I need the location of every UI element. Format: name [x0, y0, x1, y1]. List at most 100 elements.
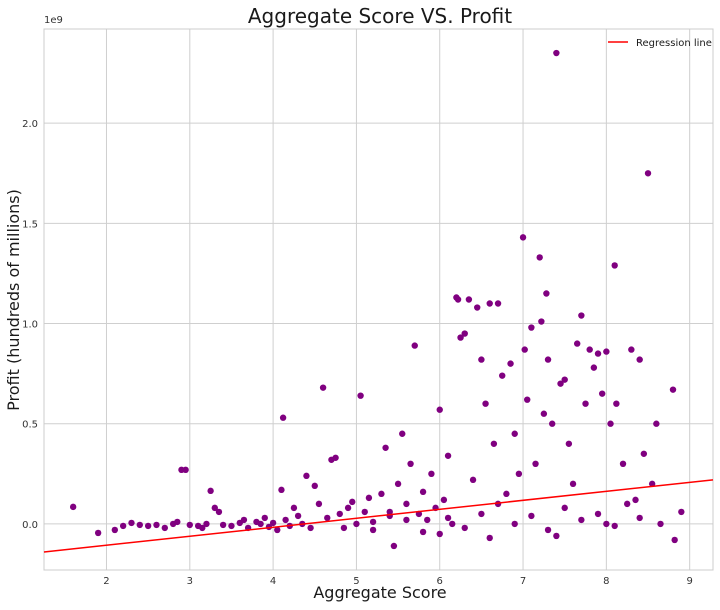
scatter-point: [623, 500, 631, 508]
scatter-point: [628, 346, 635, 353]
scatter-point: [494, 300, 502, 307]
scatter-point: [94, 529, 102, 537]
scatter-point: [182, 466, 189, 474]
scatter-point: [515, 470, 523, 478]
scatter-point: [565, 440, 573, 447]
scatter-point: [440, 496, 448, 504]
scatter-point: [361, 508, 368, 516]
scatter-point: [128, 519, 135, 527]
y-tick-label: 0.0: [22, 520, 38, 531]
scatter-point: [344, 504, 352, 512]
scatter-point: [369, 518, 377, 526]
x-tick-label: 2: [103, 576, 109, 587]
scatter-point: [419, 488, 427, 496]
scatter-point: [478, 356, 485, 363]
scatter-point: [521, 346, 528, 353]
y-tick-label: 2.0: [22, 119, 38, 130]
scatter-point: [586, 346, 593, 353]
scatter-point: [219, 521, 227, 529]
scatter-point: [428, 470, 435, 478]
scatter-point: [478, 510, 485, 518]
scatter-point: [211, 504, 218, 512]
x-tick-label: 9: [686, 576, 692, 587]
y-exponent-label: 1e9: [44, 15, 63, 26]
x-tick-label: 8: [603, 576, 609, 587]
y-tick-label: 1.0: [22, 320, 38, 331]
y-gridlines: [44, 122, 713, 525]
scatter-point: [424, 516, 431, 524]
scatter-point: [315, 500, 323, 508]
scatter-point: [294, 512, 302, 520]
scatter-point: [186, 521, 193, 529]
scatter-point: [611, 522, 618, 530]
scatter-point: [353, 520, 360, 528]
x-tick-label: 4: [270, 576, 276, 587]
scatter-point: [336, 510, 343, 518]
y-tick-label: 0.5: [22, 420, 38, 431]
scatter-point: [524, 396, 531, 403]
scatter-point: [419, 528, 427, 536]
scatter-point: [528, 512, 535, 520]
scatter-point: [279, 414, 287, 421]
scatter-point: [499, 372, 506, 379]
scatter-point: [290, 504, 298, 512]
scatter-point: [357, 392, 364, 399]
scatter-point: [619, 460, 627, 468]
scatter-point: [340, 524, 348, 532]
scatter-point: [511, 520, 518, 528]
scatter-point: [644, 170, 652, 177]
x-tick-label: 7: [520, 576, 526, 587]
scatter-point: [607, 420, 614, 427]
scatter-point: [111, 526, 119, 534]
scatter-point: [407, 460, 414, 468]
scatter-point: [69, 503, 77, 511]
scatter-point: [553, 532, 560, 540]
scatter-point: [332, 454, 339, 461]
scatter-point: [303, 472, 310, 480]
scatter-point: [671, 536, 678, 544]
scatter-point: [678, 508, 685, 516]
scatter-point: [594, 350, 602, 357]
scatter-point: [269, 519, 277, 527]
scatter-point: [486, 300, 493, 307]
x-tick-label: 5: [353, 576, 359, 587]
scatter-point: [532, 460, 539, 468]
scatter-point: [653, 420, 660, 427]
scatter-point: [553, 49, 560, 57]
x-axis-label: Aggregate Score: [313, 583, 446, 602]
scatter-point: [611, 262, 618, 269]
scatter-point: [540, 410, 548, 417]
scatter-point: [378, 490, 385, 498]
scatter-point: [390, 542, 398, 550]
scatter-point: [444, 514, 452, 522]
scatter-point: [543, 290, 550, 297]
scatter-point: [544, 356, 552, 363]
scatter-point: [549, 420, 556, 427]
scatter-point: [215, 508, 223, 516]
scatter-point: [632, 496, 639, 504]
scatter-point: [657, 520, 664, 528]
scatter-point: [394, 480, 402, 488]
x-tick-label: 3: [187, 576, 193, 587]
scatter-point: [261, 514, 268, 522]
scatter-point: [519, 234, 527, 241]
scatter-point: [411, 342, 418, 349]
scatter-point: [282, 516, 289, 524]
scatter-point: [640, 450, 648, 457]
scatter-point: [503, 490, 510, 498]
x-tick-labels: 2 3 4 5 6 7 8 9: [103, 576, 693, 587]
scatter-point: [119, 522, 127, 530]
legend: Regression line: [608, 38, 712, 49]
scatter-point: [465, 296, 473, 303]
scatter-point: [636, 356, 643, 363]
scatter-point: [603, 348, 610, 355]
scatter-point: [582, 400, 589, 407]
scatter-point: [574, 340, 581, 347]
scatter-point: [365, 494, 373, 502]
scatter-point: [598, 390, 606, 397]
scatter-point: [449, 520, 456, 528]
scatter-point: [578, 516, 585, 524]
scatter-point: [436, 530, 443, 538]
scatter-point: [636, 514, 643, 522]
